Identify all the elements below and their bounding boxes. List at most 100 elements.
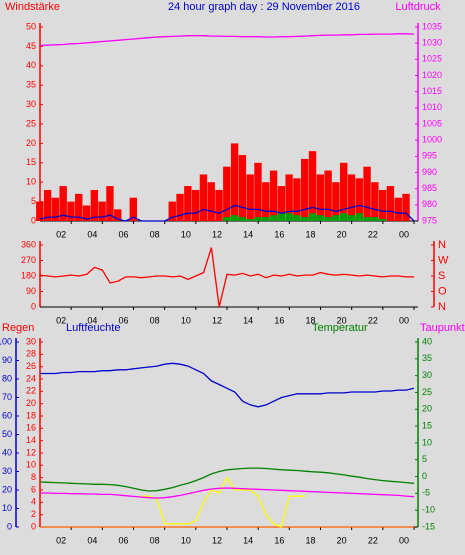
bar [223,166,231,221]
x-tick-label: 02 [56,535,66,545]
y-tick-label: 980 [422,199,437,209]
y-tick-label: 15 [422,420,432,430]
y-tick-label: 12 [26,447,36,457]
bar [114,209,122,221]
bar [98,201,106,221]
y-tick-label: -5 [422,488,430,498]
y-tick-label: 20 [422,404,432,414]
bar [67,201,75,221]
x-tick-label: 00 [399,535,409,545]
bar [184,186,192,221]
x-tick-label: 18 [305,229,315,239]
y-tick-label: 50 [26,21,36,31]
bar [223,217,231,221]
bar [59,186,67,221]
bar [378,219,387,221]
bar [402,193,410,221]
bar [363,166,371,221]
bar [207,182,215,221]
y-tick-label: 35 [26,80,36,90]
x-tick-label: 04 [87,229,97,239]
x-tick-label: 00 [399,315,409,325]
y-tick-label: 1000 [422,135,442,145]
bar [215,189,223,221]
bar [176,193,184,221]
bar [355,178,363,221]
bar [355,213,363,221]
y-tick-label: S [438,270,445,282]
y-tick-label: 40 [2,447,12,457]
y-tick-label: 8 [31,472,36,482]
y-tick-label: 25 [26,118,36,128]
y-tick-label: N [438,239,446,251]
x-tick-label: 20 [337,535,347,545]
x-tick-label: 16 [274,535,284,545]
y-tick-label: 30 [422,370,432,380]
bar [347,174,356,221]
line [141,476,305,528]
bar [230,143,239,221]
x-tick-label: 16 [274,229,284,239]
x-tick-label: 04 [87,315,97,325]
x-tick-label: 12 [212,535,222,545]
bar [269,170,278,221]
bar [363,217,371,221]
x-tick-label: 08 [150,535,160,545]
y-tick-label: 50 [2,429,12,439]
axis-title: Luftfeuchte [66,322,120,334]
y-tick-label: O [438,285,447,297]
bar [301,217,309,221]
bar [285,213,293,221]
y-tick-label: 1015 [422,86,442,96]
bar [51,197,60,221]
y-tick-label: 28 [26,349,36,359]
line [40,487,415,499]
axis-title: Temperatur [312,322,368,334]
bar [394,197,402,221]
bar [254,217,262,221]
bar [43,189,52,221]
x-tick-label: 04 [87,535,97,545]
y-tick-label: 26 [26,361,36,371]
y-tick-label: 45 [26,41,36,51]
bar [371,217,379,221]
bar [75,193,83,221]
bar [293,178,301,221]
bar [378,189,387,221]
y-tick-label: 0 [31,301,36,311]
y-tick-label: N [438,301,446,313]
bar [246,174,254,221]
x-tick-label: 08 [150,315,160,325]
bar [199,174,208,221]
y-tick-label: 70 [2,392,12,402]
y-tick-label: 5 [31,196,36,206]
bar [332,215,340,221]
y-tick-label: 0 [31,215,36,225]
x-tick-label: 06 [118,315,128,325]
y-tick-label: 0 [422,471,427,481]
y-tick-label: 80 [2,373,12,383]
x-tick-label: 20 [337,315,347,325]
x-tick-label: 08 [150,229,160,239]
y-tick-label: 5 [422,454,427,464]
x-tick-label: 14 [243,535,253,545]
y-tick-label: 10 [26,177,36,187]
bar [246,219,254,221]
bar [262,182,270,221]
x-tick-label: 02 [56,315,66,325]
y-tick-label: 90 [26,286,36,296]
y-tick-label: 1010 [422,102,442,112]
y-tick-label: 100 [0,336,12,346]
bar [254,162,262,221]
bar [371,182,379,221]
y-tick-label: 15 [26,157,36,167]
y-tick-label: 1025 [422,54,442,64]
y-tick-label: 975 [422,215,437,225]
bar [308,151,317,221]
bar [324,170,332,221]
y-tick-label: 30 [26,99,36,109]
y-tick-label: W [438,254,449,266]
x-tick-label: 06 [118,535,128,545]
